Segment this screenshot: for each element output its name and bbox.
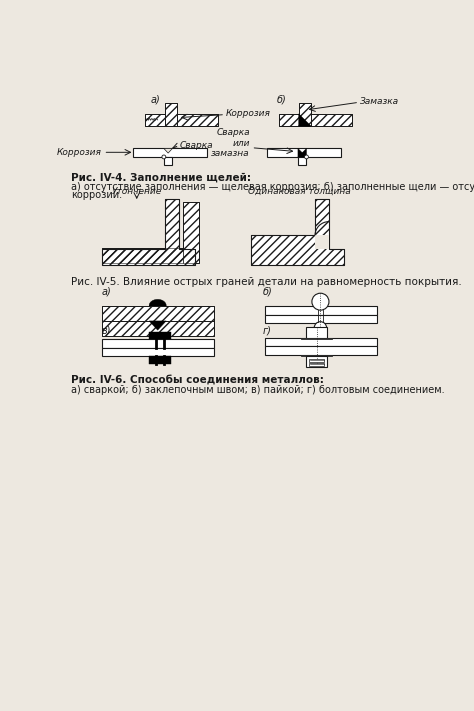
Text: Рис. IV-6. Способы соединения металлов:: Рис. IV-6. Способы соединения металлов: — [71, 375, 324, 385]
Bar — [102, 306, 214, 321]
Bar — [306, 356, 328, 367]
Circle shape — [162, 155, 166, 159]
Polygon shape — [164, 149, 173, 153]
Bar — [267, 149, 341, 157]
Bar — [149, 356, 171, 364]
Polygon shape — [299, 114, 311, 126]
Bar — [164, 103, 177, 126]
Text: Одинаковая толщина: Одинаковая толщина — [248, 187, 351, 196]
Circle shape — [304, 155, 309, 159]
Bar — [145, 114, 218, 126]
Bar — [299, 103, 311, 126]
Bar — [102, 248, 183, 263]
Text: Коррозия: Коррозия — [57, 148, 102, 157]
Bar — [183, 202, 199, 263]
Bar — [102, 321, 214, 336]
Bar — [133, 149, 207, 157]
Polygon shape — [251, 199, 345, 264]
Bar — [299, 103, 311, 126]
Polygon shape — [298, 149, 307, 157]
Bar — [279, 114, 352, 126]
Polygon shape — [315, 235, 329, 250]
Text: г): г) — [263, 325, 272, 335]
Bar — [149, 332, 171, 339]
Text: Сварка: Сварка — [179, 141, 213, 150]
Text: а) сваркой; б) заклепочным швом; в) пайкой; г) болтовым соединением.: а) сваркой; б) заклепочным швом; в) пайк… — [71, 385, 445, 395]
Text: Коррозия: Коррозия — [226, 109, 271, 118]
Text: Замазка: Замазка — [360, 97, 399, 106]
Text: коррозии.: коррозии. — [71, 190, 122, 200]
Bar — [306, 327, 328, 338]
Bar — [102, 339, 214, 348]
Bar — [164, 103, 177, 126]
Bar — [102, 306, 214, 321]
Circle shape — [312, 293, 329, 310]
Polygon shape — [102, 199, 195, 264]
Text: в): в) — [102, 325, 111, 335]
Bar — [309, 358, 324, 362]
Text: б): б) — [263, 287, 273, 296]
Bar — [164, 157, 173, 166]
Bar — [183, 202, 199, 263]
Text: а): а) — [151, 94, 161, 105]
Polygon shape — [149, 299, 166, 306]
Bar — [145, 114, 218, 126]
Text: Рис. IV-5. Влияние острых граней детали на равномерность покрытия.: Рис. IV-5. Влияние острых граней детали … — [71, 277, 462, 287]
Bar — [301, 355, 332, 356]
Polygon shape — [149, 321, 166, 330]
Bar — [279, 114, 352, 126]
Bar — [264, 346, 377, 355]
Text: а) отсутствие заполнения — щелевая коррозия; б) заполненные щели — отсутствие: а) отсутствие заполнения — щелевая корро… — [71, 181, 474, 191]
Bar — [102, 248, 183, 263]
Polygon shape — [298, 149, 307, 157]
Text: Сварка
или
замазна: Сварка или замазна — [211, 128, 250, 158]
Text: б): б) — [276, 94, 286, 105]
Bar — [264, 338, 377, 346]
Text: а): а) — [102, 287, 111, 296]
Bar — [102, 321, 214, 336]
Bar — [264, 306, 377, 315]
Bar — [298, 157, 307, 166]
Text: Утончение: Утончение — [111, 187, 162, 196]
Bar — [102, 348, 214, 356]
Bar — [309, 363, 324, 365]
Bar — [264, 315, 377, 324]
Bar — [301, 338, 332, 339]
Circle shape — [314, 321, 327, 334]
Text: Рис. IV-4. Заполнение щелей:: Рис. IV-4. Заполнение щелей: — [71, 172, 251, 182]
